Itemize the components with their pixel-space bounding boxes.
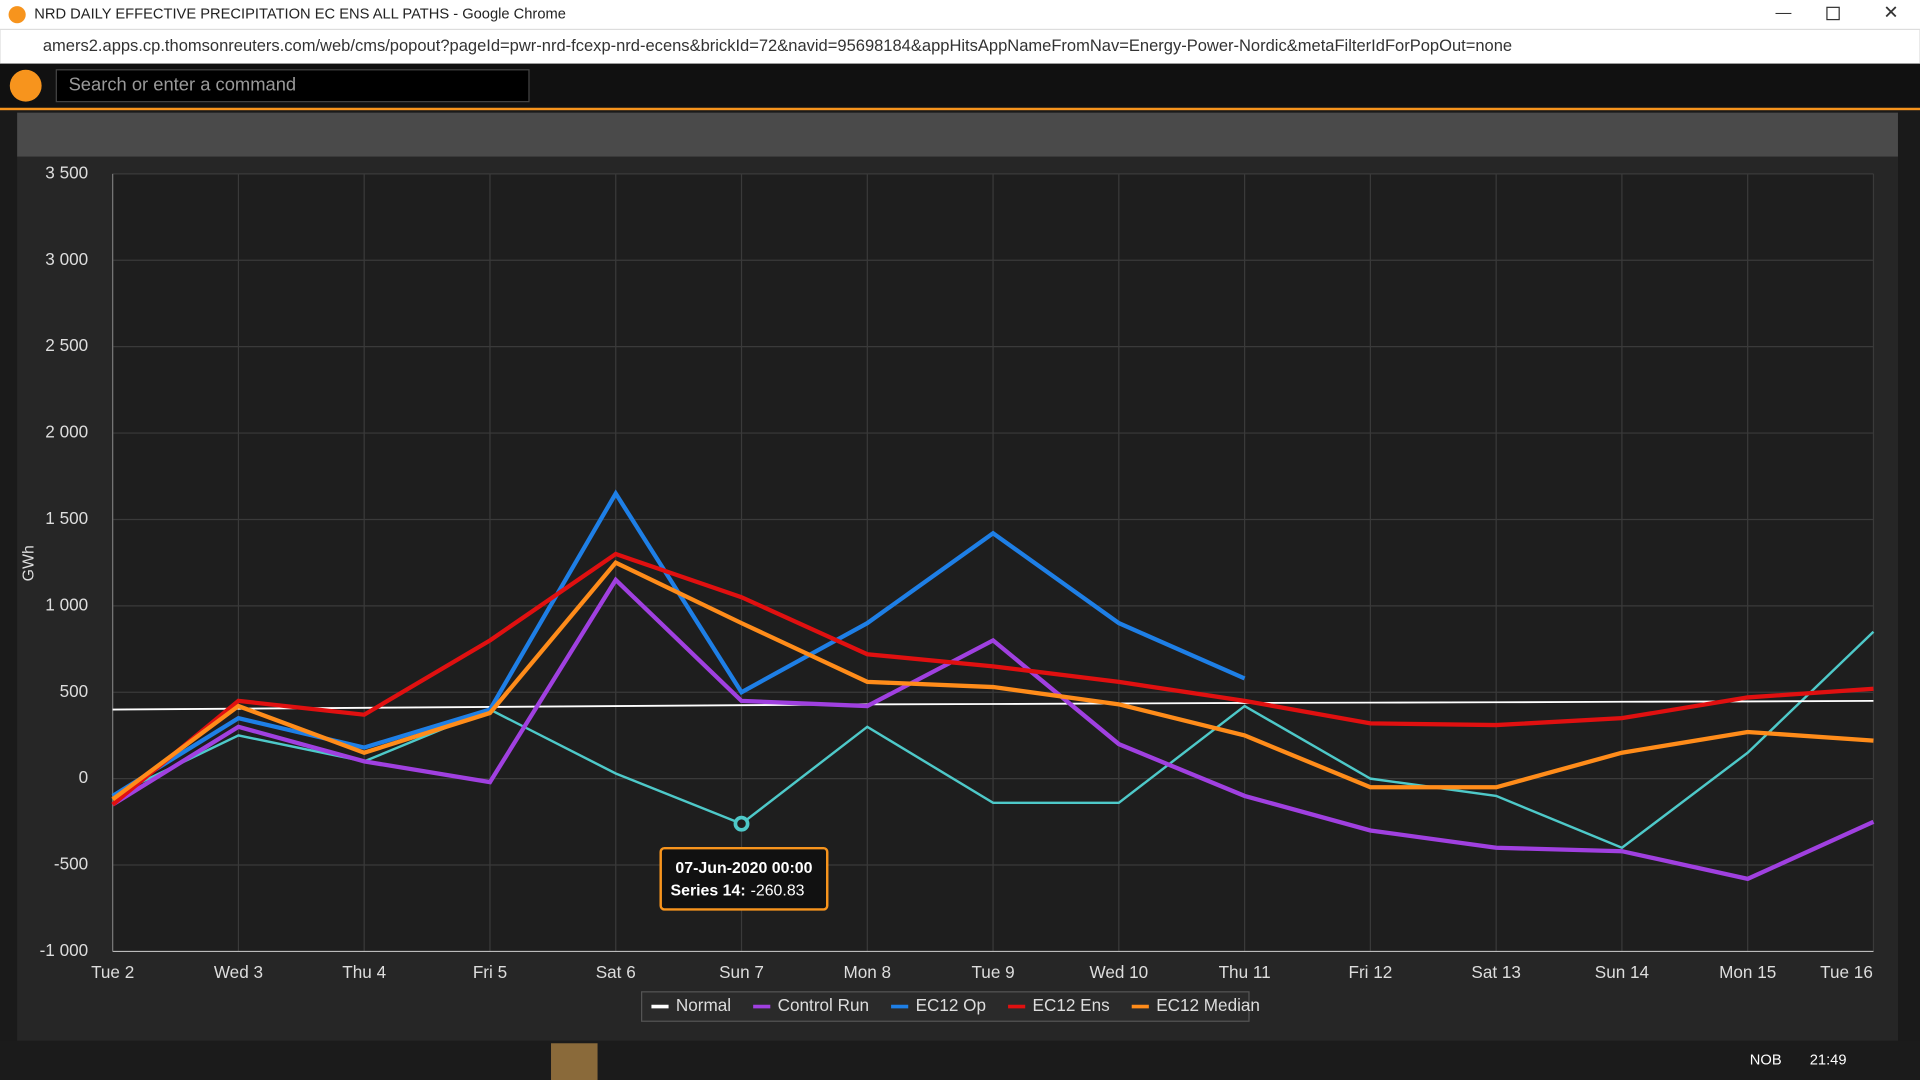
y-tick-label: 2 000 [45, 422, 88, 442]
hover-point [733, 815, 750, 832]
plot: -1 000 -500 0 500 1 000 1 500 2 000 2 500 3 000 3… [40, 162, 1875, 982]
language[interactable]: NOB [1750, 1052, 1782, 1068]
search-box[interactable] [55, 69, 530, 103]
x-tick-label: Thu 4 [342, 962, 386, 982]
x-tick-label: Mon 15 [1719, 962, 1776, 982]
x-tick-label: Tue 16 [1820, 962, 1873, 982]
y-tick-label: 0 [79, 767, 89, 787]
search-placeholder[interactable]: Search or enter a command [69, 74, 297, 95]
x-tick-label: Tue 9 [971, 962, 1014, 982]
y-tick-label: 1 500 [45, 508, 88, 528]
legend-label: EC12 Op [916, 995, 986, 1015]
close[interactable]: ✕ [1883, 1, 1898, 22]
title-bar [0, 0, 1920, 30]
series-line [111, 576, 1875, 882]
y-tick-label: 500 [60, 681, 89, 701]
address-bar[interactable] [0, 28, 1920, 65]
x-tick-label: Fri 12 [1348, 962, 1392, 982]
x-tick-label: Sun 7 [719, 962, 764, 982]
x-tick-label: Tue 2 [91, 962, 134, 982]
tooltip-box [659, 846, 829, 911]
maximize[interactable] [1826, 6, 1840, 21]
legend-label: EC12 Median [1156, 995, 1260, 1015]
legend-label: EC12 Ens [1033, 995, 1110, 1015]
accent-line [0, 107, 1920, 111]
panel-header [17, 112, 1898, 157]
legend-label: Control Run [778, 995, 869, 1015]
x-tick-label: Wed 10 [1089, 962, 1148, 982]
tooltip-date: 07-Jun-2020 00:00 [675, 860, 812, 877]
window-title: NRD DAILY EFFECTIVE PRECIPITATION EC ENS… [34, 7, 566, 23]
x-tick-label: Sat 13 [1471, 962, 1521, 982]
app-logo[interactable] [9, 69, 42, 102]
url[interactable]: amers2.apps.cp.thomsonreuters.com/web/cm… [43, 36, 1512, 55]
y-tick-label: 2 500 [45, 335, 88, 355]
taskbar [0, 1040, 1920, 1080]
app-icon [8, 6, 26, 24]
legend-items: Normal Control Run EC12 Op EC12 Ens EC12 Med… [651, 995, 1260, 1015]
y-tick-label: 3 500 [45, 162, 88, 182]
y-tick-label: -1 000 [40, 940, 89, 960]
y-tick-label: -500 [54, 854, 88, 874]
series-line [112, 630, 1875, 850]
x-tick-label: Sat 6 [596, 962, 636, 982]
x-tick-label: Thu 11 [1219, 962, 1271, 982]
tooltip: 07-Jun-2020 00:00 Series 14: -260.83 [659, 815, 829, 911]
legend-label: Normal [676, 995, 731, 1015]
x-tick-label: Fri 5 [473, 962, 507, 982]
minimize[interactable]: — [1776, 5, 1792, 22]
x-tick-label: Sun 14 [1595, 962, 1650, 982]
series-line [111, 559, 1874, 802]
x-tick-label: Mon 8 [843, 962, 891, 982]
y-axis-label: GWh [21, 545, 38, 581]
series-line [112, 699, 1874, 711]
series-line [111, 551, 1874, 807]
taskbar-active[interactable] [551, 1043, 598, 1080]
x-tick-label: Wed 3 [214, 962, 263, 982]
tooltip-value: -260.83 [751, 882, 805, 899]
y-tick-label: 3 000 [45, 249, 88, 269]
clock[interactable]: 21:49 [1810, 1052, 1847, 1068]
y-tick-label: 1 000 [45, 594, 88, 614]
tooltip-label: Series 14: [670, 882, 745, 899]
legend [641, 991, 1250, 1022]
